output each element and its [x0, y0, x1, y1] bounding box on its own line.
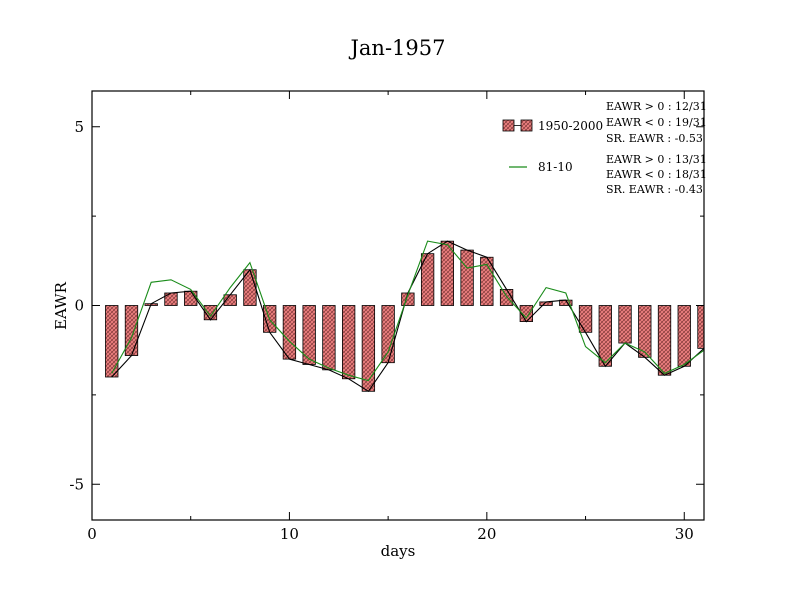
chart-title: Jan-1957: [348, 36, 445, 60]
bar-day-26: [598, 305, 612, 367]
stats-block-81-10: EAWR > 0 : 13/31 EAWR < 0 : 18/31 SR. EA…: [606, 153, 707, 196]
bar-day-14: [361, 305, 376, 392]
bar-day-19: [460, 249, 474, 306]
legend: 1950-2000 81-10: [502, 119, 603, 174]
bar-day-13: [341, 305, 356, 380]
y-axis-label: EAWR: [52, 281, 70, 330]
series-line-81-10: [111, 240, 704, 382]
legend-swatch-bar-2: [520, 119, 533, 132]
bar-day-31: [697, 305, 704, 349]
y-tick-label: -5: [69, 475, 84, 493]
x-axis-label: days: [381, 542, 416, 560]
stats-sum-ratio: SR. EAWR : -0.53: [606, 132, 703, 145]
line-layer: [111, 240, 704, 393]
series-line-1950-2000: [111, 240, 704, 393]
bar-day-30: [677, 305, 691, 367]
bar-day-27: [618, 305, 632, 344]
legend-swatch-bar: [502, 119, 515, 132]
x-axis: 0 10 20 30: [87, 91, 694, 543]
x-tick-label: 0: [87, 525, 97, 543]
legend-label-81-10: 81-10: [538, 160, 573, 174]
bar-day-10: [282, 305, 297, 360]
bar-day-18: [440, 240, 455, 306]
stats-negative-days: EAWR < 0 : 19/31: [606, 116, 707, 129]
stats-positive-days: EAWR > 0 : 13/31: [606, 153, 707, 166]
y-tick-label: 0: [74, 297, 84, 315]
bar-day-12: [322, 305, 336, 371]
y-tick-label: 5: [74, 118, 84, 136]
stats-block-1950-2000: EAWR > 0 : 12/31 EAWR < 0 : 19/31 SR. EA…: [606, 100, 707, 145]
bar-day-2: [124, 305, 139, 356]
x-tick-label: 20: [477, 525, 496, 543]
stats-negative-days: EAWR < 0 : 18/31: [606, 168, 707, 181]
bar-day-25: [578, 305, 593, 333]
y-axis: -5 0 5: [69, 118, 704, 493]
bar-day-15: [381, 305, 395, 364]
bar-day-29: [657, 305, 672, 376]
stats-positive-days: EAWR > 0 : 12/31: [606, 100, 707, 113]
x-tick-label: 30: [675, 525, 694, 543]
x-tick-label: 10: [280, 525, 299, 543]
stats-sum-ratio: SR. EAWR : -0.43: [606, 183, 703, 196]
legend-label-1950-2000: 1950-2000: [538, 119, 603, 133]
bar-layer: [105, 240, 704, 392]
